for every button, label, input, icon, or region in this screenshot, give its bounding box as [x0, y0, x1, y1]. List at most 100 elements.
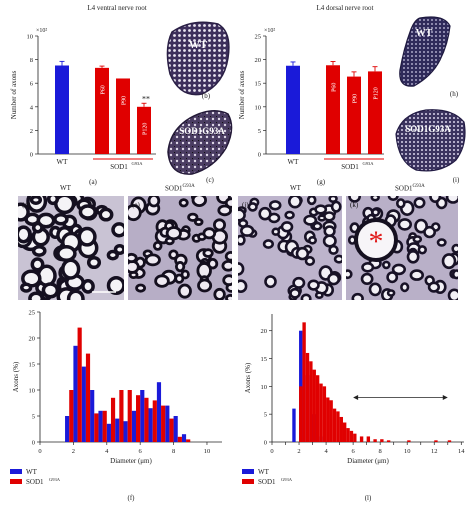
axon-profile — [20, 282, 33, 293]
axon-profile — [412, 235, 423, 244]
chart-title: L4 ventral nerve root — [87, 4, 146, 12]
hist-bar-wt — [181, 434, 187, 442]
y-tick-label: 4 — [30, 104, 34, 111]
panel-label: (a) — [89, 178, 97, 186]
axon-profile — [135, 283, 147, 293]
micrograph-j: (j) — [238, 196, 342, 300]
legend-label: WT — [258, 468, 270, 476]
bar-label: P120 — [374, 87, 380, 99]
bar-label: P90 — [353, 94, 359, 103]
hist-bar-wt — [292, 408, 296, 442]
axon-profile — [317, 214, 327, 222]
axon-profile — [322, 234, 337, 248]
axon-profile — [180, 269, 190, 280]
axon-profile — [78, 204, 97, 220]
hist-bar-wt — [123, 421, 128, 442]
ventral-diameter-histogram: 0 5 10 15 20 25 0 2 4 6 8 10 Axons (%) Diameter (μm) W… — [10, 310, 222, 502]
bar-wt — [55, 65, 69, 154]
hist-bar-sod1 — [349, 430, 354, 442]
x-tick-label: WT — [57, 158, 69, 166]
axon-profile — [447, 288, 458, 300]
hist-bar-sod1 — [119, 390, 124, 442]
y-axis-label: Number of axons — [238, 70, 246, 119]
hist-bar-wt — [106, 423, 111, 442]
axon-profile — [429, 196, 442, 203]
axon-profile — [174, 261, 186, 273]
hist-bar-sod1 — [407, 440, 411, 442]
axon-profile — [41, 282, 60, 299]
axon-profile — [224, 251, 232, 262]
chart-title: L4 dorsal nerve root — [317, 4, 374, 12]
hist-bar-sod1 — [315, 375, 320, 442]
axon-profile — [53, 212, 69, 226]
hist-bar-sod1 — [359, 436, 364, 442]
hist-bar-sod1 — [169, 418, 174, 442]
hist-bar-wt — [148, 408, 153, 442]
y-axis-label: Number of axons — [10, 70, 18, 119]
bar-p60 — [326, 65, 340, 154]
axon-profile — [303, 214, 318, 226]
axon-profile — [371, 207, 381, 217]
axon-profile — [238, 262, 245, 276]
hist-bar-sod1 — [94, 413, 99, 442]
axon-profile — [264, 275, 277, 289]
hist-bar-sod1 — [309, 361, 313, 442]
axon-profile — [31, 221, 44, 234]
axon-profile — [239, 224, 255, 237]
axon-profile — [361, 262, 375, 273]
axon-profile — [280, 221, 294, 233]
axon-profile — [56, 245, 77, 262]
axon-profile — [423, 225, 436, 239]
legend-swatch — [242, 469, 254, 474]
axon-profile — [271, 227, 281, 236]
x-tick-label: 4 — [105, 448, 109, 455]
nerve-section-shape — [395, 109, 466, 172]
micrograph-e-title: SOD1G93A — [165, 184, 195, 193]
y-multiplier: ×10² — [36, 28, 47, 34]
axon-profile — [98, 207, 114, 222]
axon-profile — [86, 255, 102, 270]
axon-profile — [436, 238, 447, 247]
y-multiplier: ×10² — [264, 28, 275, 34]
group-label-superscript: G93A — [132, 161, 144, 166]
axon-profile — [351, 292, 364, 300]
axon-profile — [409, 269, 425, 281]
axon-profile — [221, 260, 232, 272]
axon-profile — [111, 222, 124, 238]
x-tick-label: WT — [288, 158, 300, 166]
y-tick-label: 8 — [30, 57, 33, 64]
y-axis-label: Axons (%) — [12, 361, 20, 392]
bar-wt — [286, 65, 300, 154]
y-tick-label: 10 — [255, 104, 262, 111]
bar-p120 — [137, 106, 151, 154]
axon-profile — [18, 225, 32, 244]
axon-profile — [314, 204, 328, 215]
group-label: SOD1 — [341, 163, 359, 171]
dorsal-diameter-histogram: 0 5 10 15 20 0 2 4 6 8 10 12 14 Axons (%) Diameter (μm… — [242, 314, 465, 502]
panel-label: (e) — [132, 201, 140, 209]
hist-bar-sod1 — [136, 395, 141, 442]
y-tick-label: 6 — [30, 81, 34, 88]
bar-label: P90 — [122, 96, 128, 105]
hist-bar-sod1 — [373, 439, 377, 442]
y-tick-label: 15 — [29, 362, 36, 369]
y-tick-label: 0 — [32, 440, 35, 447]
y-tick-label: 2 — [30, 128, 33, 135]
x-axis-label: Diameter (μm) — [110, 457, 152, 465]
hist-bar-sod1 — [85, 353, 91, 442]
axon-profile — [381, 260, 391, 270]
x-tick-label: 8 — [379, 448, 382, 455]
x-tick-label: 6 — [352, 448, 356, 455]
axon-profile — [18, 202, 30, 222]
x-tick-label: 10 — [204, 448, 211, 455]
axon-profile — [292, 276, 306, 289]
hist-bar-sod1 — [127, 390, 132, 442]
hist-bar-sod1 — [102, 410, 107, 442]
micrograph-d-title: WT — [60, 184, 71, 192]
x-tick-label: 6 — [139, 448, 143, 455]
legend-label: SOD1 — [258, 478, 276, 486]
axon-profile — [193, 217, 204, 226]
hist-bar-wt — [73, 345, 78, 442]
panel-label: (c) — [206, 176, 214, 184]
panel-label: (k) — [350, 201, 359, 209]
